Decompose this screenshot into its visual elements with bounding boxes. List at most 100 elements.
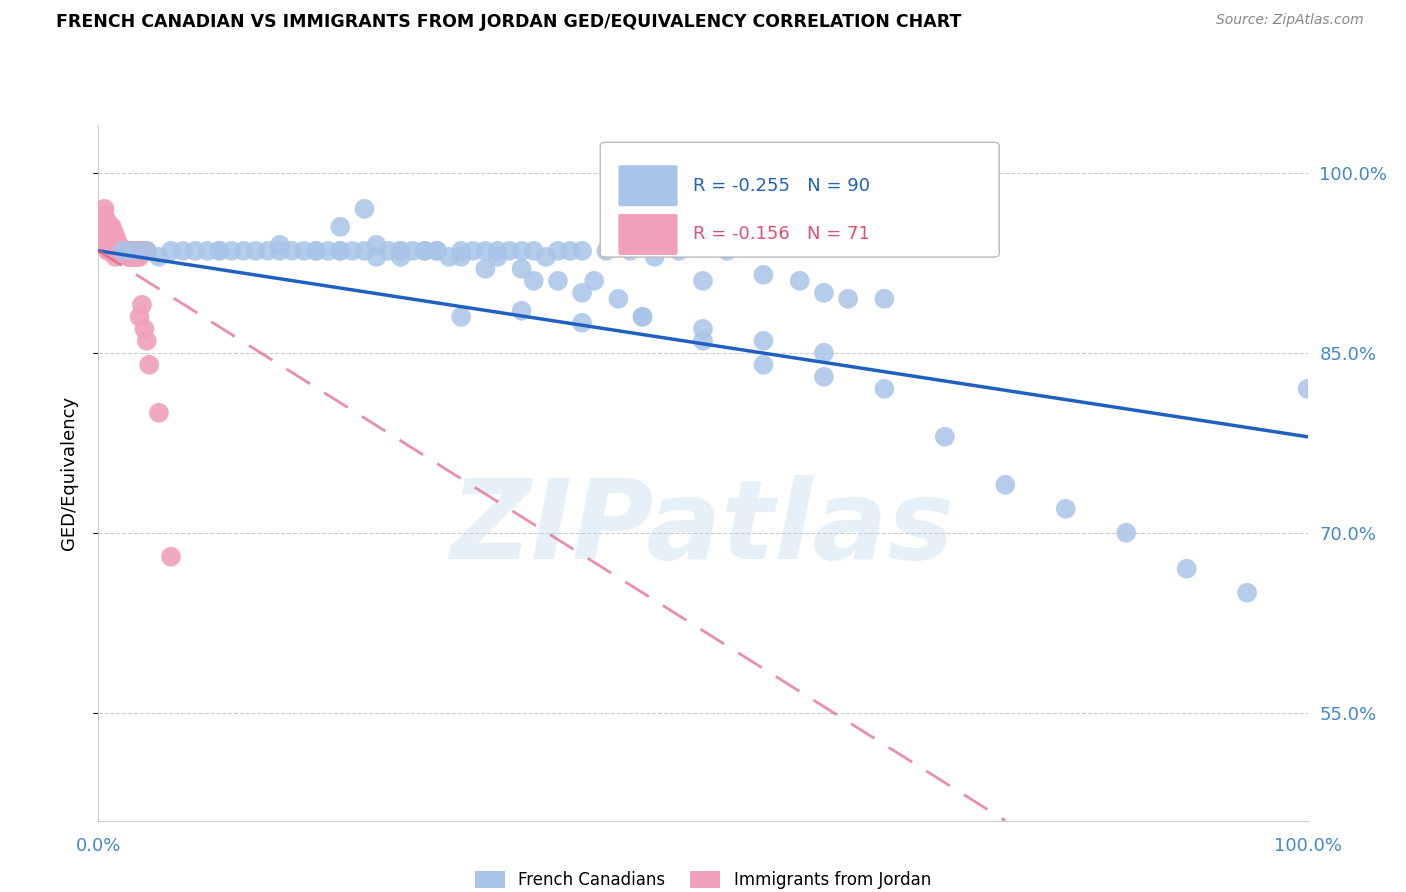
Point xyxy=(94,219,117,234)
Point xyxy=(813,369,835,384)
Point xyxy=(523,274,546,288)
Point xyxy=(752,334,775,348)
Point xyxy=(450,244,472,258)
Point xyxy=(105,244,128,258)
Point xyxy=(118,250,141,264)
Point xyxy=(104,244,127,258)
Point xyxy=(132,244,155,258)
Point xyxy=(934,178,956,192)
Point xyxy=(118,250,141,264)
Point xyxy=(127,244,149,258)
Point xyxy=(125,250,148,264)
Point xyxy=(486,250,509,264)
Point xyxy=(120,250,142,264)
Point xyxy=(97,244,120,258)
Legend: French Canadians, Immigrants from Jordan: French Canadians, Immigrants from Jordan xyxy=(475,871,931,888)
Point xyxy=(208,244,231,258)
FancyBboxPatch shape xyxy=(619,214,678,255)
Point xyxy=(873,292,896,306)
Point xyxy=(571,316,593,330)
Point xyxy=(1054,501,1077,516)
Text: ZIPatlas: ZIPatlas xyxy=(451,475,955,582)
Point xyxy=(131,244,153,258)
Point xyxy=(631,310,654,324)
Point xyxy=(571,285,593,300)
Point xyxy=(108,244,131,258)
Point xyxy=(389,250,412,264)
Point xyxy=(117,244,139,258)
Point xyxy=(752,358,775,372)
Text: R = -0.156   N = 71: R = -0.156 N = 71 xyxy=(693,226,870,244)
Point xyxy=(160,549,183,564)
Point xyxy=(716,244,738,258)
Point xyxy=(389,244,412,258)
Point xyxy=(108,244,131,258)
Point xyxy=(631,310,654,324)
Point xyxy=(131,298,153,312)
Point xyxy=(377,244,399,258)
Point xyxy=(342,244,364,258)
Point xyxy=(120,244,142,258)
Text: FRENCH CANADIAN VS IMMIGRANTS FROM JORDAN GED/EQUIVALENCY CORRELATION CHART: FRENCH CANADIAN VS IMMIGRANTS FROM JORDA… xyxy=(56,13,962,31)
Point xyxy=(124,244,146,258)
Point xyxy=(486,244,509,258)
Point xyxy=(692,274,714,288)
Point xyxy=(128,250,150,264)
Point xyxy=(100,219,122,234)
Point xyxy=(121,250,143,264)
Point xyxy=(98,244,121,258)
Point xyxy=(558,244,581,258)
Point xyxy=(98,219,121,234)
Point xyxy=(1236,585,1258,599)
Point xyxy=(97,244,120,258)
Point xyxy=(221,244,243,258)
Point xyxy=(148,406,170,420)
Point xyxy=(135,334,157,348)
Point xyxy=(96,214,118,228)
Point xyxy=(110,244,132,258)
Point xyxy=(108,237,131,252)
Point xyxy=(523,244,546,258)
Point xyxy=(474,244,496,258)
Point xyxy=(353,244,375,258)
Point xyxy=(101,244,124,258)
Point xyxy=(122,244,145,258)
Point xyxy=(108,244,131,258)
Point xyxy=(115,244,138,258)
Point xyxy=(101,244,124,258)
Point xyxy=(474,261,496,276)
Point xyxy=(94,237,117,252)
Point xyxy=(644,250,666,264)
Point xyxy=(107,244,129,258)
Point xyxy=(232,244,254,258)
Point xyxy=(510,303,533,318)
Point xyxy=(118,244,141,258)
Point xyxy=(124,244,146,258)
Point xyxy=(107,244,129,258)
Point xyxy=(329,244,352,258)
Point xyxy=(115,244,138,258)
Point xyxy=(305,244,328,258)
Point xyxy=(135,244,157,258)
Point xyxy=(128,310,150,324)
Point xyxy=(1296,382,1319,396)
Point xyxy=(134,322,156,336)
Point xyxy=(135,244,157,258)
Point xyxy=(437,250,460,264)
Point xyxy=(595,244,617,258)
Point xyxy=(111,244,134,258)
Point xyxy=(127,244,149,258)
Point xyxy=(692,334,714,348)
Point xyxy=(837,292,859,306)
Point xyxy=(93,208,115,222)
Point xyxy=(353,202,375,216)
Point xyxy=(111,244,134,258)
Point xyxy=(134,244,156,258)
Point xyxy=(110,244,132,258)
Point xyxy=(994,477,1017,491)
Point xyxy=(692,322,714,336)
Point xyxy=(100,244,122,258)
Point xyxy=(135,244,157,258)
Point xyxy=(510,244,533,258)
Point xyxy=(245,244,267,258)
